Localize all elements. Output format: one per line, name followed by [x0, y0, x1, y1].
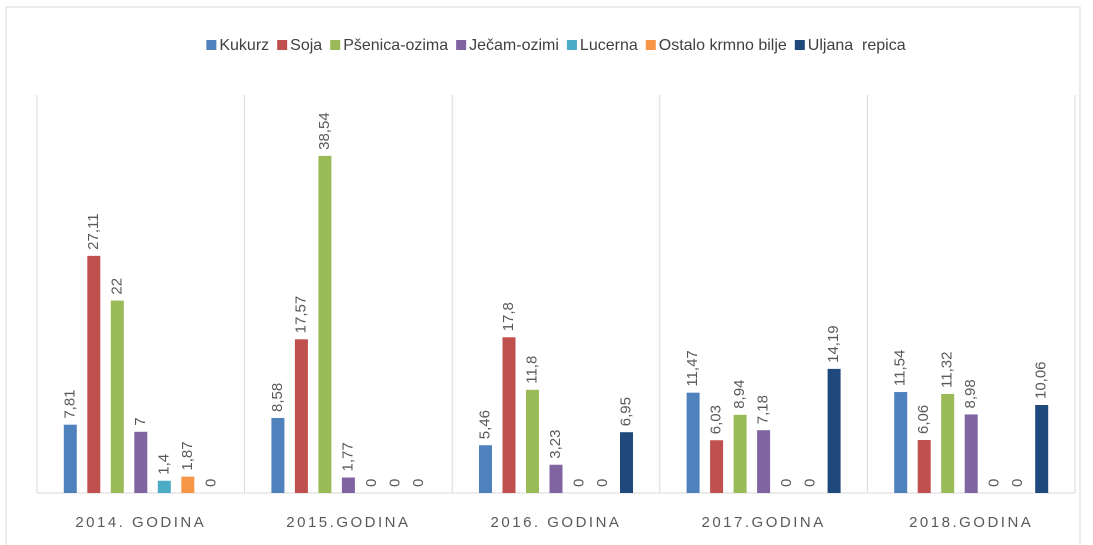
value-label: 27,11 — [85, 213, 102, 249]
legend-label: Ječam-ozimi — [469, 37, 559, 54]
value-label: 11,54 — [892, 350, 909, 386]
bar — [181, 476, 195, 493]
value-label: 7 — [132, 417, 149, 425]
bar — [87, 255, 101, 493]
bar — [686, 392, 700, 493]
bar — [917, 439, 931, 493]
legend-swatch — [645, 40, 656, 50]
bar — [526, 389, 539, 493]
bar — [549, 464, 563, 493]
chart-frame — [5, 6, 1081, 545]
bar — [479, 445, 492, 493]
bar — [110, 300, 124, 493]
value-label: 10,06 — [1033, 361, 1050, 399]
value-label: 0 — [802, 479, 819, 487]
x-tick-label: 2018.GODINA — [909, 514, 1033, 531]
x-tick-label: 2017.GODINA — [701, 514, 825, 531]
value-label: 3,23 — [547, 430, 564, 459]
value-label: 17,57 — [292, 296, 309, 334]
value-label: 7,81 — [61, 389, 78, 418]
bar — [964, 414, 978, 493]
value-label: 0 — [363, 479, 380, 487]
value-label: 0 — [570, 479, 587, 487]
bar — [733, 414, 747, 493]
legend-label: Pšenica-ozima — [343, 37, 448, 54]
legend-label: Soja — [290, 37, 322, 54]
value-label: 0 — [986, 479, 1003, 487]
value-label: 17,8 — [500, 302, 517, 331]
legend-swatch — [456, 40, 467, 50]
value-label: 11,8 — [523, 356, 540, 384]
bar — [341, 477, 355, 493]
value-label: 5,46 — [476, 410, 493, 439]
value-label: 14,19 — [825, 325, 842, 363]
bar — [827, 368, 841, 493]
value-label: 0 — [386, 479, 403, 487]
value-label: 11,47 — [684, 350, 701, 386]
value-label: 8,94 — [731, 380, 748, 409]
value-label: 7,18 — [755, 395, 772, 424]
bar — [134, 431, 148, 493]
value-label: 8,98 — [962, 379, 979, 408]
legend-swatch — [206, 40, 217, 50]
legend-swatch — [277, 40, 288, 50]
bar — [757, 430, 771, 493]
value-label: 11,32 — [939, 352, 956, 388]
value-label: 6,06 — [915, 405, 932, 434]
value-label: 0 — [1009, 479, 1026, 487]
legend-swatch — [566, 40, 577, 50]
value-label: 0 — [594, 479, 611, 487]
value-label: 1,87 — [179, 441, 196, 470]
legend-label: Lucerna — [580, 37, 638, 54]
value-label: 1,4 — [155, 454, 172, 475]
legend-label: Ostalo krmno bilje — [659, 37, 787, 54]
legend-swatch — [794, 40, 805, 50]
value-label: 0 — [778, 479, 795, 487]
bar — [620, 432, 633, 493]
value-label: 0 — [410, 479, 427, 487]
value-label: 38,54 — [316, 112, 333, 150]
value-label: 6,03 — [708, 405, 725, 434]
value-label: 22 — [108, 278, 125, 295]
legend-label: Uljana repica — [808, 37, 906, 54]
legend-swatch — [330, 40, 341, 50]
legend-label: Kukurz — [219, 37, 269, 54]
bar — [941, 393, 955, 493]
bar — [502, 337, 516, 493]
value-label: 6,95 — [617, 397, 634, 426]
value-label: 0 — [202, 479, 219, 487]
bar — [710, 440, 724, 493]
bar — [271, 417, 285, 493]
bar — [157, 480, 171, 493]
value-label: 1,77 — [339, 442, 356, 471]
bar — [318, 155, 332, 494]
x-tick-label: 2016. GODINA — [491, 514, 622, 531]
bar — [294, 339, 308, 493]
bar — [63, 424, 77, 493]
value-label: 8,58 — [269, 383, 286, 412]
x-tick-label: 2015.GODINA — [286, 514, 410, 531]
bar — [894, 392, 908, 493]
bar — [1035, 405, 1049, 493]
x-tick-label: 2014. GODINA — [75, 514, 206, 531]
